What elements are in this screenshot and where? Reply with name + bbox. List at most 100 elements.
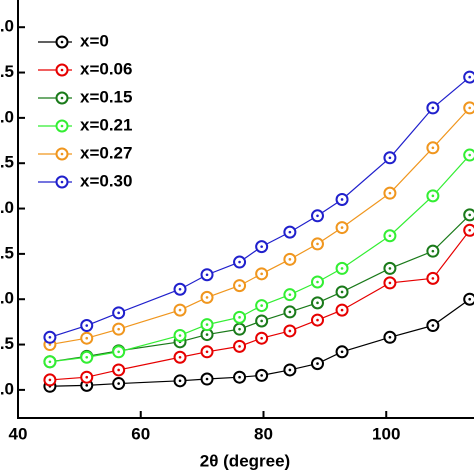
marker-dot: [178, 334, 182, 337]
marker-dot: [468, 75, 472, 79]
marker-dot: [288, 258, 292, 261]
marker-dot: [388, 281, 392, 285]
marker-dot: [117, 311, 120, 315]
series: [43, 101, 474, 352]
marker-dot: [316, 242, 319, 246]
marker-dot: [340, 226, 344, 229]
marker-dot: [60, 96, 64, 100]
marker-dot: [60, 180, 64, 184]
marker-dot: [85, 375, 89, 379]
marker-dot: [468, 229, 472, 232]
marker-dot: [85, 336, 89, 340]
marker-dot: [388, 156, 392, 160]
marker-dot: [60, 124, 64, 128]
marker-dot: [178, 287, 182, 291]
marker-dot: [85, 355, 89, 359]
marker-dot: [431, 249, 435, 253]
marker-dot: [178, 308, 182, 312]
marker-dot: [340, 198, 344, 201]
marker-dot: [316, 318, 319, 322]
series: [43, 292, 474, 393]
x-tick-label: 60: [131, 424, 150, 443]
legend-label: x=0.06: [80, 59, 132, 78]
marker-dot: [468, 153, 472, 157]
marker-dot: [316, 362, 319, 365]
legend-label: x=0.21: [80, 115, 132, 134]
legend-label: x=0.15: [80, 87, 132, 106]
marker-dot: [468, 297, 472, 301]
marker-dot: [431, 146, 435, 150]
marker-dot: [178, 355, 182, 359]
marker-dot: [340, 267, 344, 270]
y-tick-label: 3.0: [0, 107, 14, 126]
marker-dot: [260, 336, 263, 340]
legend-label: x=0.30: [80, 171, 132, 190]
legend-label: x=0: [80, 31, 109, 50]
marker-dot: [85, 384, 89, 387]
marker-dot: [238, 327, 241, 331]
legend-label: x=0.27: [80, 143, 132, 162]
marker-dot: [340, 290, 344, 294]
x-tick-label: 80: [254, 424, 273, 443]
marker-dot: [431, 106, 435, 110]
series: [43, 223, 474, 387]
marker-dot: [85, 324, 89, 327]
marker-dot: [205, 333, 209, 336]
marker-dot: [260, 374, 263, 377]
y-tick-label: 0.5: [0, 334, 14, 353]
marker-dot: [316, 301, 319, 305]
marker-dot: [340, 350, 344, 354]
y-tick-label: 1.0: [0, 289, 14, 308]
marker-dot: [238, 260, 241, 264]
marker-dot: [205, 273, 209, 277]
y-tick-label: 2.5: [0, 153, 14, 172]
marker-dot: [288, 293, 292, 296]
marker-dot: [205, 350, 209, 354]
marker-dot: [178, 379, 182, 383]
marker-dot: [468, 213, 472, 217]
y-tick-label: 1.5: [0, 243, 14, 262]
marker-dot: [48, 343, 52, 346]
marker-dot: [260, 272, 263, 276]
x-axis-label: 2θ (degree): [200, 451, 290, 470]
series: [43, 148, 474, 369]
marker-dot: [260, 245, 263, 248]
marker-dot: [316, 214, 319, 218]
y-tick-label: 3.5: [0, 62, 14, 81]
marker-dot: [60, 68, 64, 72]
marker-dot: [288, 310, 292, 314]
marker-dot: [468, 106, 472, 110]
marker-dot: [260, 304, 263, 307]
marker-dot: [388, 191, 392, 195]
marker-dot: [288, 368, 292, 372]
y-tick-label: 0.0: [0, 379, 14, 398]
marker-dot: [205, 323, 209, 326]
marker-dot: [238, 375, 241, 379]
marker-dot: [431, 194, 435, 198]
marker-dot: [288, 230, 292, 234]
marker-dot: [388, 267, 392, 270]
marker-dot: [431, 277, 435, 280]
marker-dot: [288, 329, 292, 333]
marker-dot: [238, 345, 241, 348]
y-tick-label: 2.0: [0, 198, 14, 217]
x-tick-label: 40: [9, 424, 28, 443]
marker-dot: [388, 336, 392, 339]
marker-dot: [117, 382, 120, 385]
marker-dot: [205, 296, 209, 299]
marker-dot: [48, 336, 52, 339]
marker-dot: [431, 324, 435, 327]
marker-dot: [60, 152, 64, 156]
marker-dot: [260, 319, 263, 323]
marker-dot: [60, 40, 64, 44]
marker-dot: [388, 234, 392, 238]
marker-dot: [238, 284, 241, 287]
marker-dot: [48, 378, 52, 382]
marker-dot: [238, 316, 241, 319]
marker-dot: [205, 377, 209, 381]
marker-dot: [48, 360, 52, 364]
marker-dot: [340, 308, 344, 312]
marker-dot: [117, 327, 120, 331]
